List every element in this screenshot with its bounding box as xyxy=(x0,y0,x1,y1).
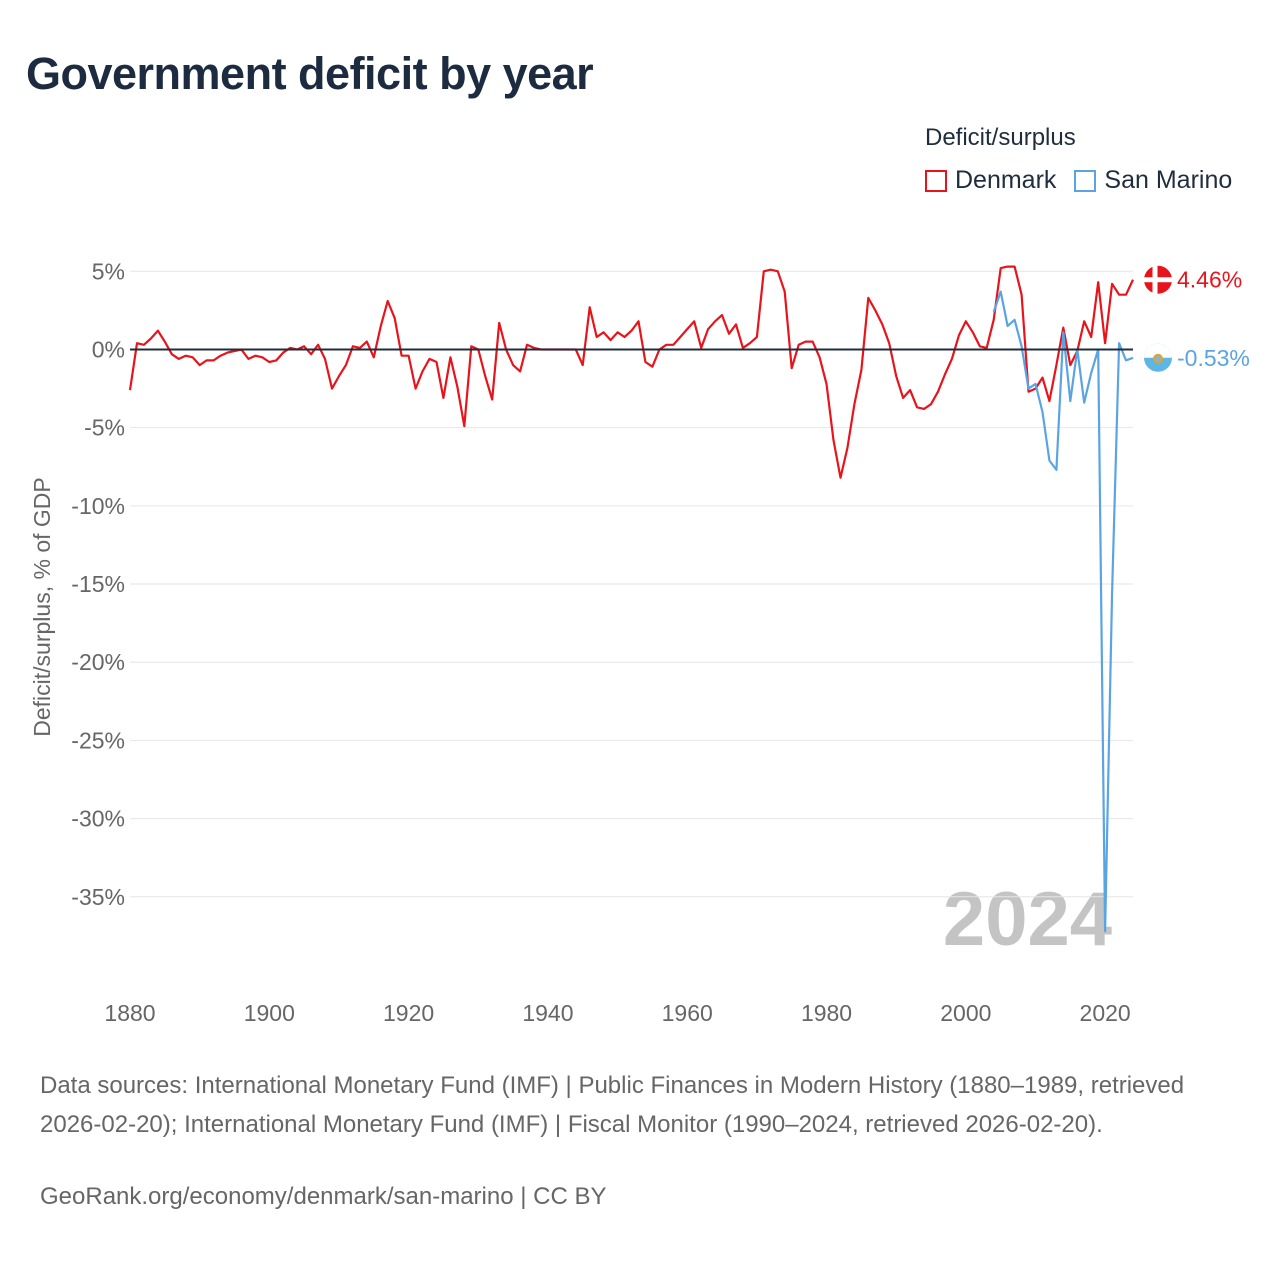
legend-title: Deficit/surplus xyxy=(925,124,1076,151)
chart-title: Government deficit by year xyxy=(26,48,594,99)
year-watermark: 2024 xyxy=(943,877,1112,962)
chart-plot: 2024 5% 0% -5% -10% -15% -20% -25% -30% -35% Defic… xyxy=(29,258,1250,1026)
flag-cross-h xyxy=(1144,277,1172,283)
y-axis-title: Deficit/surplus, % of GDP xyxy=(29,477,55,736)
flag-top-half xyxy=(1144,343,1172,358)
x-tick-label: 2020 xyxy=(1080,1000,1131,1026)
x-tick-label: 1900 xyxy=(244,1000,295,1026)
x-tick-label: 1880 xyxy=(104,1000,155,1026)
denmark-flag-icon xyxy=(1144,265,1172,294)
y-tick-label: 5% xyxy=(92,258,125,284)
x-tick-label: 1960 xyxy=(662,1000,713,1026)
data-sources: Data sources: International Monetary Fun… xyxy=(40,1072,1185,1138)
legend-item-denmark[interactable]: Denmark xyxy=(925,166,1056,195)
legend-label-denmark: Denmark xyxy=(955,166,1057,194)
legend-item-san-marino[interactable]: San Marino xyxy=(1074,166,1232,195)
x-tick-label: 1940 xyxy=(522,1000,573,1026)
y-tick-label: -30% xyxy=(71,806,125,832)
y-tick-label: -20% xyxy=(71,649,125,675)
y-tick-label: -15% xyxy=(71,571,125,597)
y-tick-label: -35% xyxy=(71,884,125,910)
y-tick-label: -25% xyxy=(71,727,125,753)
legend-label-san-marino: San Marino xyxy=(1104,166,1233,194)
y-tick-label: -5% xyxy=(84,415,125,441)
y-tick-label: -10% xyxy=(71,493,125,519)
series-line-denmark xyxy=(128,265,1134,479)
san-marino-flag-icon xyxy=(1144,343,1172,372)
legend-swatch-san-marino xyxy=(1074,169,1097,192)
y-tick-label: 0% xyxy=(92,336,125,362)
x-tick-label: 1980 xyxy=(801,1000,852,1026)
end-label-san-marino: -0.53% xyxy=(1177,345,1250,371)
legend: Denmark San Marino xyxy=(925,166,1250,195)
flag-emblem-center xyxy=(1155,356,1161,362)
legend-swatch-denmark xyxy=(925,169,947,192)
x-tick-label: 1920 xyxy=(383,1000,434,1026)
end-label-denmark: 4.46% xyxy=(1177,267,1242,293)
x-tick-label: 2000 xyxy=(940,1000,991,1026)
flag-cross-v xyxy=(1152,265,1158,294)
credit-link[interactable]: GeoRank.org/economy/denmark/san-marino |… xyxy=(40,1183,607,1210)
series-line-san-marino xyxy=(992,290,1134,933)
